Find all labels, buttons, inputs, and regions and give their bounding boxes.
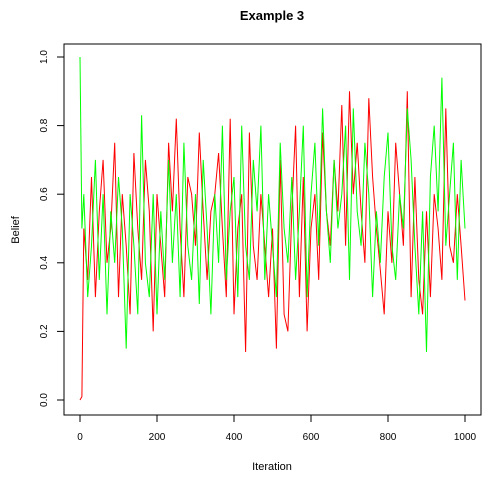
y-tick-label: 0.6 [39,187,50,201]
y-tick-label: 0.0 [39,393,50,407]
chart-title: Example 3 [240,8,304,23]
series-line-2 [79,56,466,353]
y-axis: 0.0 0.2 0.4 0.6 0.8 1.0 [39,50,65,407]
y-tick-label: 0.4 [39,255,50,269]
x-tick-label: 800 [380,432,397,443]
x-tick-label: 1000 [454,432,477,443]
x-tick-label: 400 [226,432,243,443]
x-axis-label: Iteration [252,461,292,473]
x-tick-label: 600 [303,432,320,443]
y-tick-label: 1.0 [39,50,50,64]
x-tick-label: 200 [149,432,166,443]
series-layer [79,56,466,401]
y-tick-label: 0.2 [39,324,50,338]
y-tick-label: 0.8 [39,118,50,132]
y-axis-label: Belief [10,215,22,243]
x-axis: 0 200 400 600 800 1000 [77,414,477,443]
x-tick-label: 0 [77,432,83,443]
